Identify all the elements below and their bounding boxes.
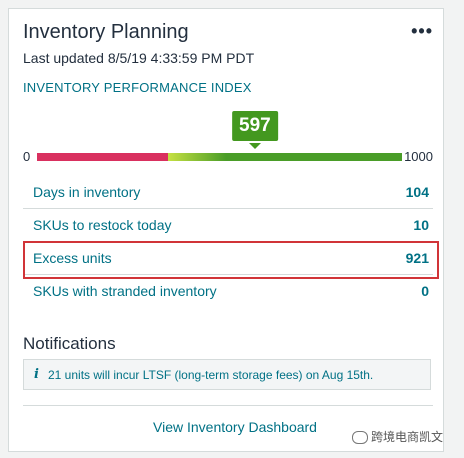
wechat-icon [352, 431, 368, 444]
score-badge-pointer [248, 143, 261, 149]
gauge-bar [37, 153, 402, 161]
metric-label: SKUs with stranded inventory [33, 283, 217, 299]
notification-item: i 21 units will incur LTSF (long-term st… [23, 359, 431, 390]
notification-text: 21 units will incur LTSF (long-term stor… [48, 368, 374, 382]
ipi-score-badge: 597 [232, 111, 278, 141]
metrics-list: Days in inventory 104 SKUs to restock to… [23, 176, 433, 307]
last-updated-text: Last updated 8/5/19 4:33:59 PM PDT [23, 50, 255, 66]
watermark-text: 跨境电商凯文 [371, 430, 444, 444]
metric-value: 104 [405, 184, 429, 200]
metric-label: Excess units [33, 250, 112, 266]
info-icon: i [34, 367, 39, 382]
gauge-max-label: 1000 [404, 149, 433, 164]
ipi-gauge: 0 1000 597 [23, 111, 433, 164]
more-options-icon[interactable]: ••• [411, 21, 433, 41]
metric-row-skus-to-restock[interactable]: SKUs to restock today 10 [23, 209, 433, 242]
gauge-min-label: 0 [23, 149, 31, 164]
inventory-planning-card: Inventory Planning ••• Last updated 8/5/… [8, 8, 444, 452]
ipi-label: INVENTORY PERFORMANCE INDEX [23, 80, 252, 95]
metric-label: Days in inventory [33, 184, 141, 200]
metric-value: 921 [405, 250, 429, 266]
metric-value: 10 [413, 217, 429, 233]
footer-divider [23, 405, 433, 406]
gauge-segment-low [37, 153, 168, 161]
metric-row-stranded-inventory[interactable]: SKUs with stranded inventory 0 [23, 275, 433, 307]
metric-row-days-in-inventory[interactable]: Days in inventory 104 [23, 176, 433, 209]
gauge-segment-high [226, 153, 402, 161]
metric-label: SKUs to restock today [33, 217, 172, 233]
view-dashboard-link[interactable]: View Inventory Dashboard [153, 419, 317, 435]
metric-value: 0 [421, 283, 429, 299]
watermark: 跨境电商凯文 [352, 428, 443, 445]
gauge-segment-mid [168, 153, 226, 161]
card-title: Inventory Planning [23, 21, 189, 43]
metric-row-excess-units[interactable]: Excess units 921 [23, 242, 433, 275]
notifications-title: Notifications [23, 334, 116, 353]
